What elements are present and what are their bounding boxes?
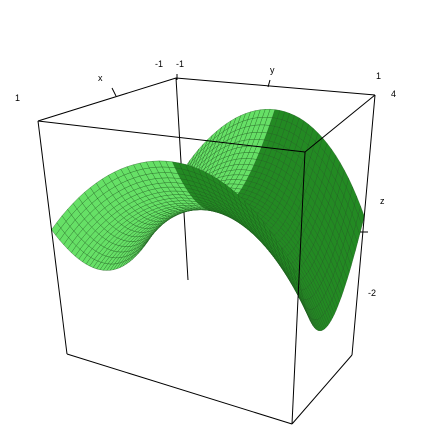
z-axis-min-label: -2 xyxy=(368,288,376,298)
saddle-surface xyxy=(51,109,365,332)
y-axis-title: y xyxy=(270,65,275,75)
box-front-edges xyxy=(37,94,376,425)
y-axis-max-label: 1 xyxy=(376,71,381,81)
z-axis-title: z xyxy=(380,196,385,206)
x-axis-min-label: -1 xyxy=(155,59,163,69)
z-axis-max-label: 4 xyxy=(391,89,396,99)
surface-patch xyxy=(56,215,67,229)
axis-ticks xyxy=(111,74,368,233)
y-axis-min-label: -1 xyxy=(176,59,184,69)
x-axis-max-label: 1 xyxy=(15,93,20,103)
x-axis-title: x xyxy=(98,73,103,83)
